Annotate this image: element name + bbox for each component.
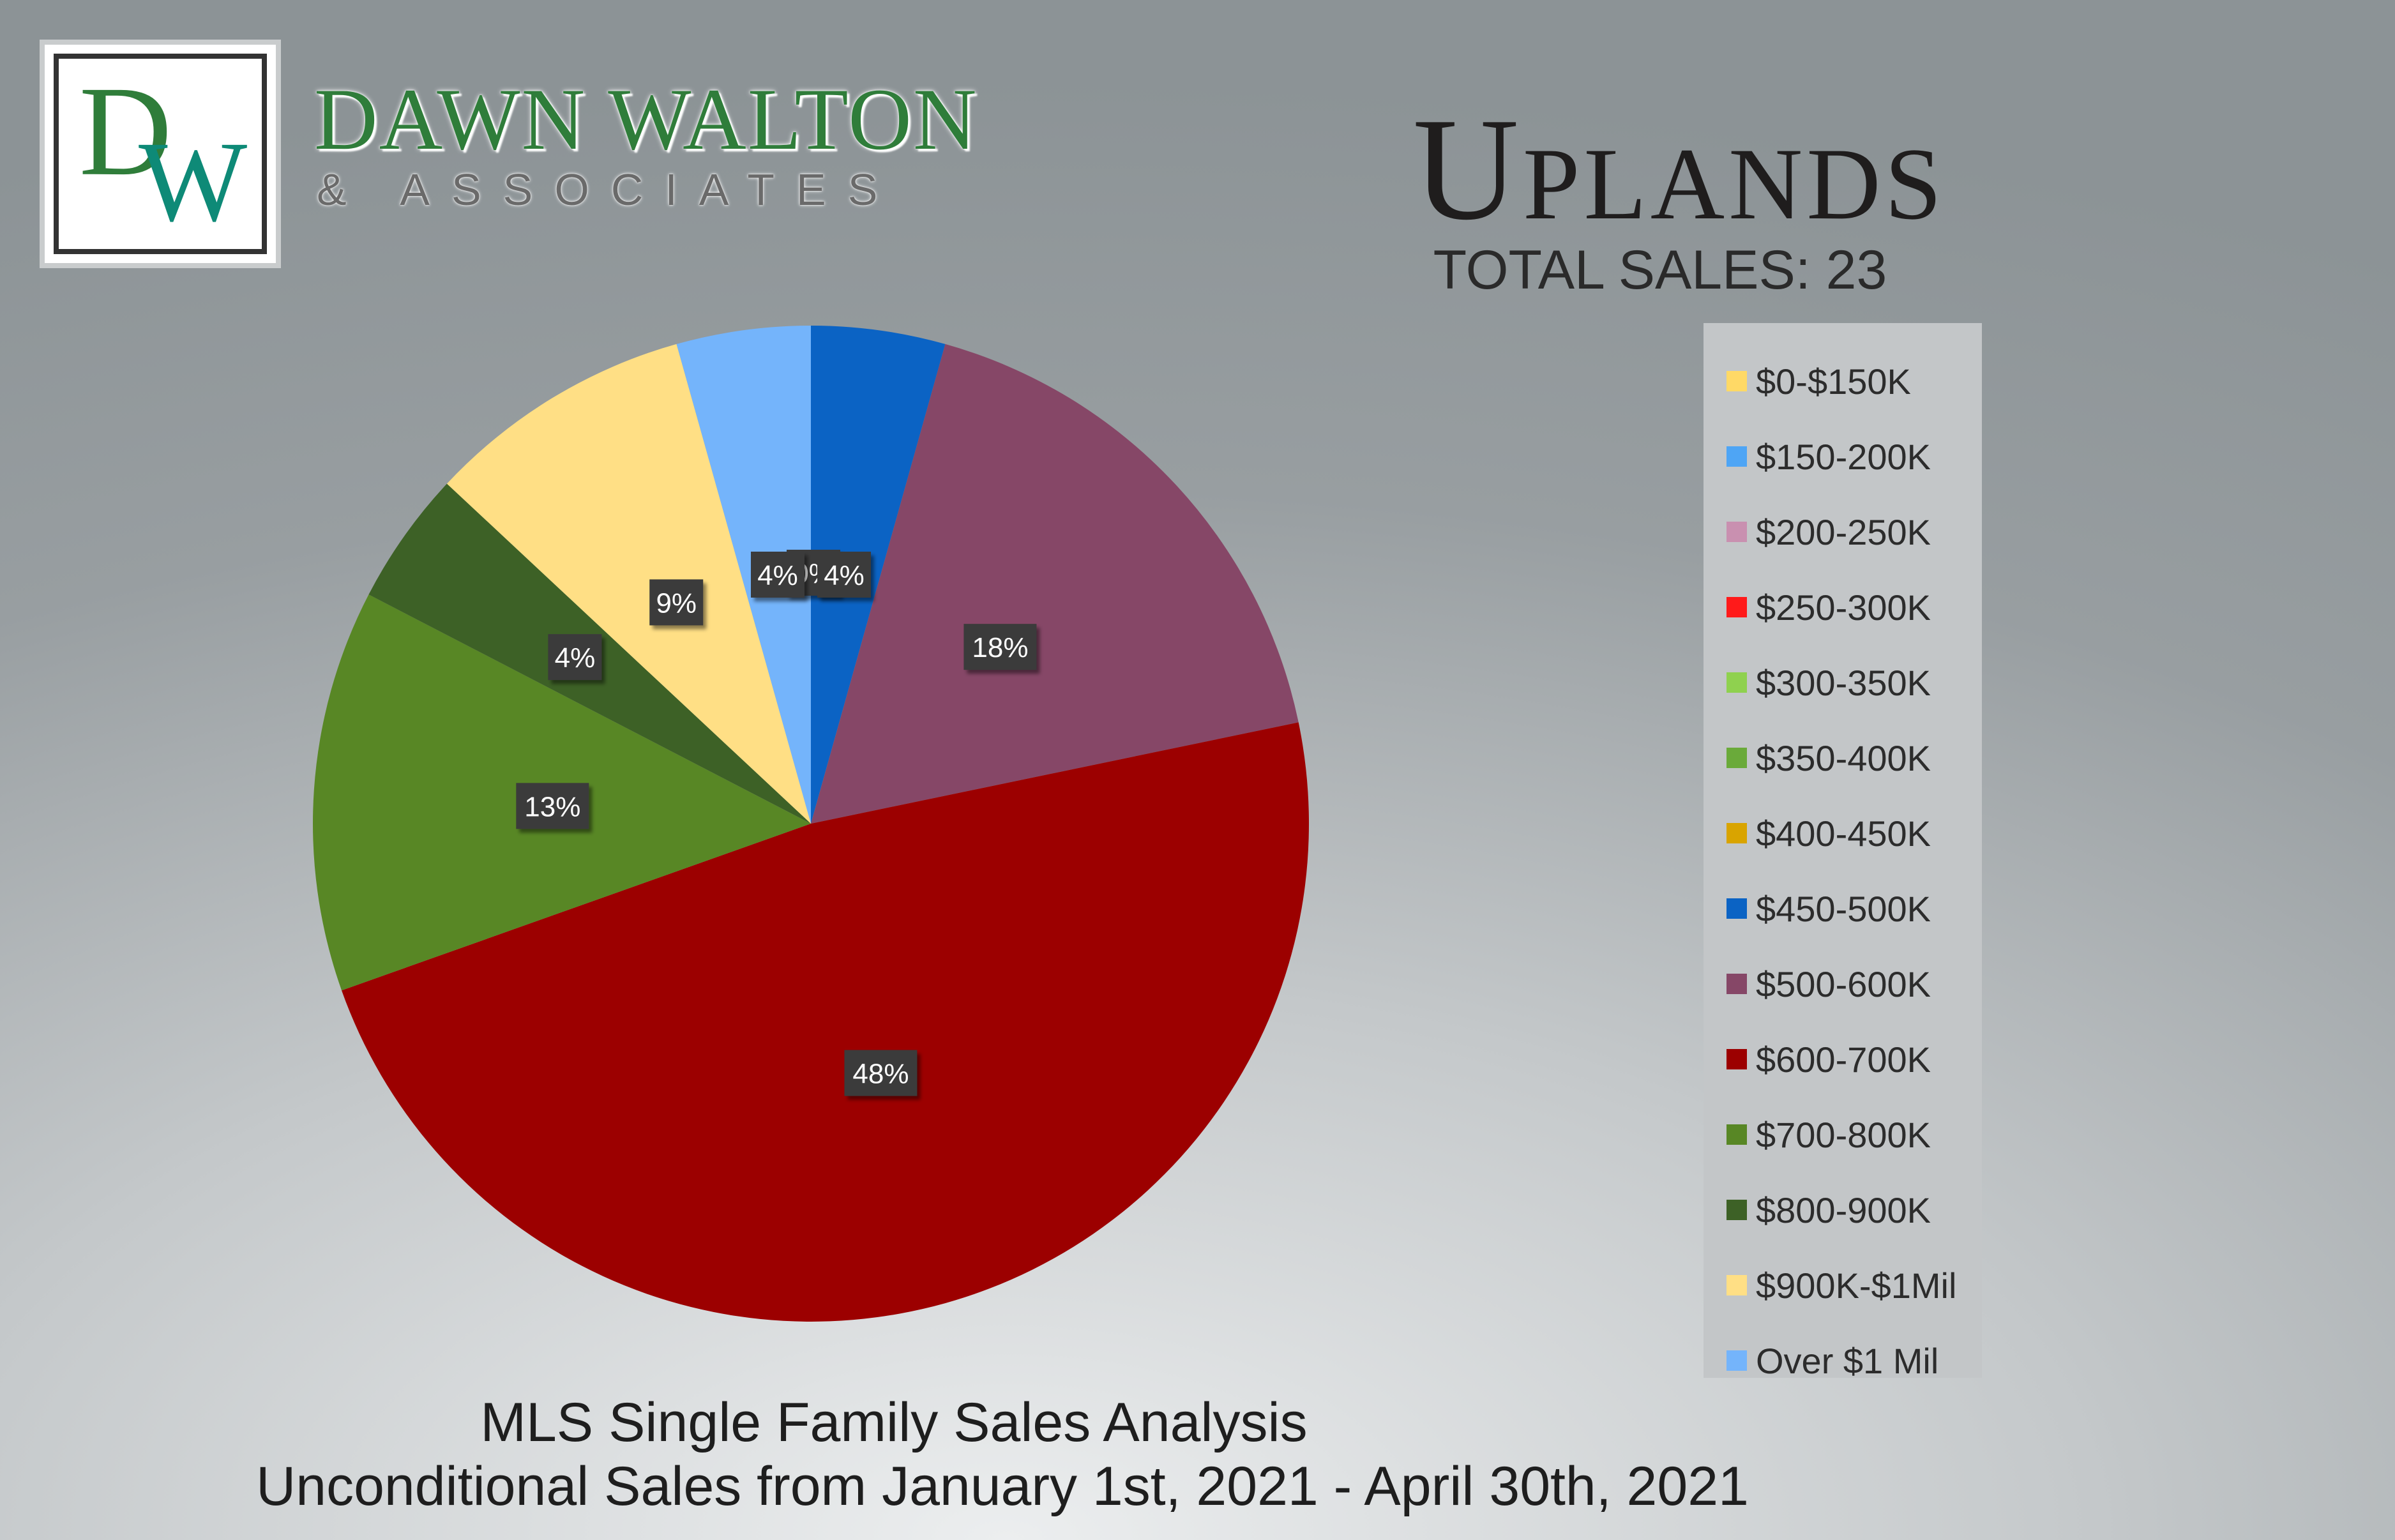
footer-date-range: Unconditional Sales from January 1st, 20…: [256, 1456, 1749, 1517]
pie-slice-over-1-mil: [676, 326, 811, 824]
legend-label: $0-$150K: [1756, 361, 1911, 402]
legend-label: $450-500K: [1756, 888, 1931, 929]
pie-slice-600-700k: [342, 722, 1309, 1322]
monogram-letter-d: D: [79, 60, 172, 202]
legend-item-450-500k: $450-500K: [1704, 871, 1982, 946]
legend-item-200-250k: $200-250K: [1704, 494, 1982, 570]
legend-item-700-800k: $700-800K: [1704, 1097, 1982, 1172]
legend-label: $700-800K: [1756, 1114, 1931, 1155]
pie-slice-900k-1mil: [446, 343, 811, 824]
legend-item-500-600k: $500-600K: [1704, 946, 1982, 1022]
total-sales: TOTAL SALES: 23: [1433, 239, 1887, 301]
svg-text:48%: 48%: [852, 1059, 909, 1090]
legend-label: $300-350K: [1756, 662, 1931, 703]
legend-swatch: [1726, 522, 1747, 542]
legend-swatch: [1726, 748, 1747, 768]
pie-label-700-800k: 13%: [516, 783, 589, 829]
legend-swatch: [1726, 672, 1747, 693]
pie-label-600-700k: 48%: [844, 1050, 918, 1096]
pie-slice-500-600k: [811, 343, 1299, 824]
brand-subtitle: & ASSOCIATES: [317, 165, 900, 215]
pie-slice-450-500k: [811, 326, 946, 824]
legend-item-350-400k: $350-400K: [1704, 720, 1982, 796]
legend-label: $800-900K: [1756, 1189, 1931, 1230]
legend-item-0-150k: $0-$150K: [1704, 343, 1982, 419]
legend-label: $900K-$1Mil: [1756, 1265, 1957, 1306]
brand-name: DAWN WALTON: [314, 70, 978, 168]
monogram-icon: D W: [79, 60, 247, 245]
legend-label: $600-700K: [1756, 1039, 1931, 1080]
legend-item-300-350k: $300-350K: [1704, 645, 1982, 720]
legend-swatch: [1726, 974, 1747, 994]
page-title: Uplands: [1412, 87, 1946, 250]
legend-item-600-700k: $600-700K: [1704, 1022, 1982, 1097]
legend-item-150-200k: $150-200K: [1704, 419, 1982, 494]
pie-label-500-600k: 18%: [963, 624, 1037, 670]
svg-text:4%: 4%: [757, 560, 798, 591]
pie-label-over-1-mil: 4%: [751, 552, 805, 598]
pie-label-900k-1mil: 9%: [649, 579, 704, 626]
svg-text:13%: 13%: [524, 791, 580, 822]
svg-text:4%: 4%: [824, 560, 865, 591]
pie-label-800-900k: 4%: [548, 634, 602, 681]
legend-item-800-900k: $800-900K: [1704, 1172, 1982, 1248]
legend-item-250-300k: $250-300K: [1704, 570, 1982, 645]
chart-legend: $0-$150K $150-200K $200-250K $250-300K $300-…: [1704, 323, 1982, 1381]
legend-label: $250-300K: [1756, 587, 1931, 628]
monogram-letter-w: W: [139, 117, 247, 245]
legend-swatch: [1726, 446, 1747, 467]
svg-text:9%: 9%: [656, 587, 697, 619]
legend-label: $350-400K: [1756, 737, 1931, 778]
pie-chart: 0%4%18%48%13%4%9%4%: [312, 326, 1309, 1322]
legend-swatch: [1726, 823, 1747, 843]
legend-swatch: [1726, 898, 1747, 919]
svg-text:4%: 4%: [555, 642, 596, 674]
legend-swatch: [1726, 1049, 1747, 1069]
legend-label: $200-250K: [1756, 511, 1931, 552]
legend-swatch: [1726, 1350, 1747, 1371]
legend-label: $500-600K: [1756, 963, 1931, 1004]
legend-swatch: [1726, 1124, 1747, 1145]
legend-swatch: [1726, 1275, 1747, 1295]
svg-text:18%: 18%: [972, 632, 1028, 663]
legend-swatch: [1726, 1200, 1747, 1220]
legend-label: $150-200K: [1756, 436, 1931, 477]
legend-item-over-1-mil: Over $1 Mil: [1704, 1323, 1982, 1398]
brand-logo: D W: [40, 40, 281, 268]
legend-label: Over $1 Mil: [1756, 1340, 1939, 1381]
legend-item-900k-1mil: $900K-$1Mil: [1704, 1248, 1982, 1323]
legend-label: $400-450K: [1756, 813, 1931, 854]
footer-title: MLS Single Family Sales Analysis: [480, 1392, 1308, 1453]
legend-item-400-450k: $400-450K: [1704, 796, 1982, 871]
legend-swatch: [1726, 371, 1747, 391]
pie-label-450-500k: 4%: [817, 552, 871, 598]
legend-swatch: [1726, 597, 1747, 617]
